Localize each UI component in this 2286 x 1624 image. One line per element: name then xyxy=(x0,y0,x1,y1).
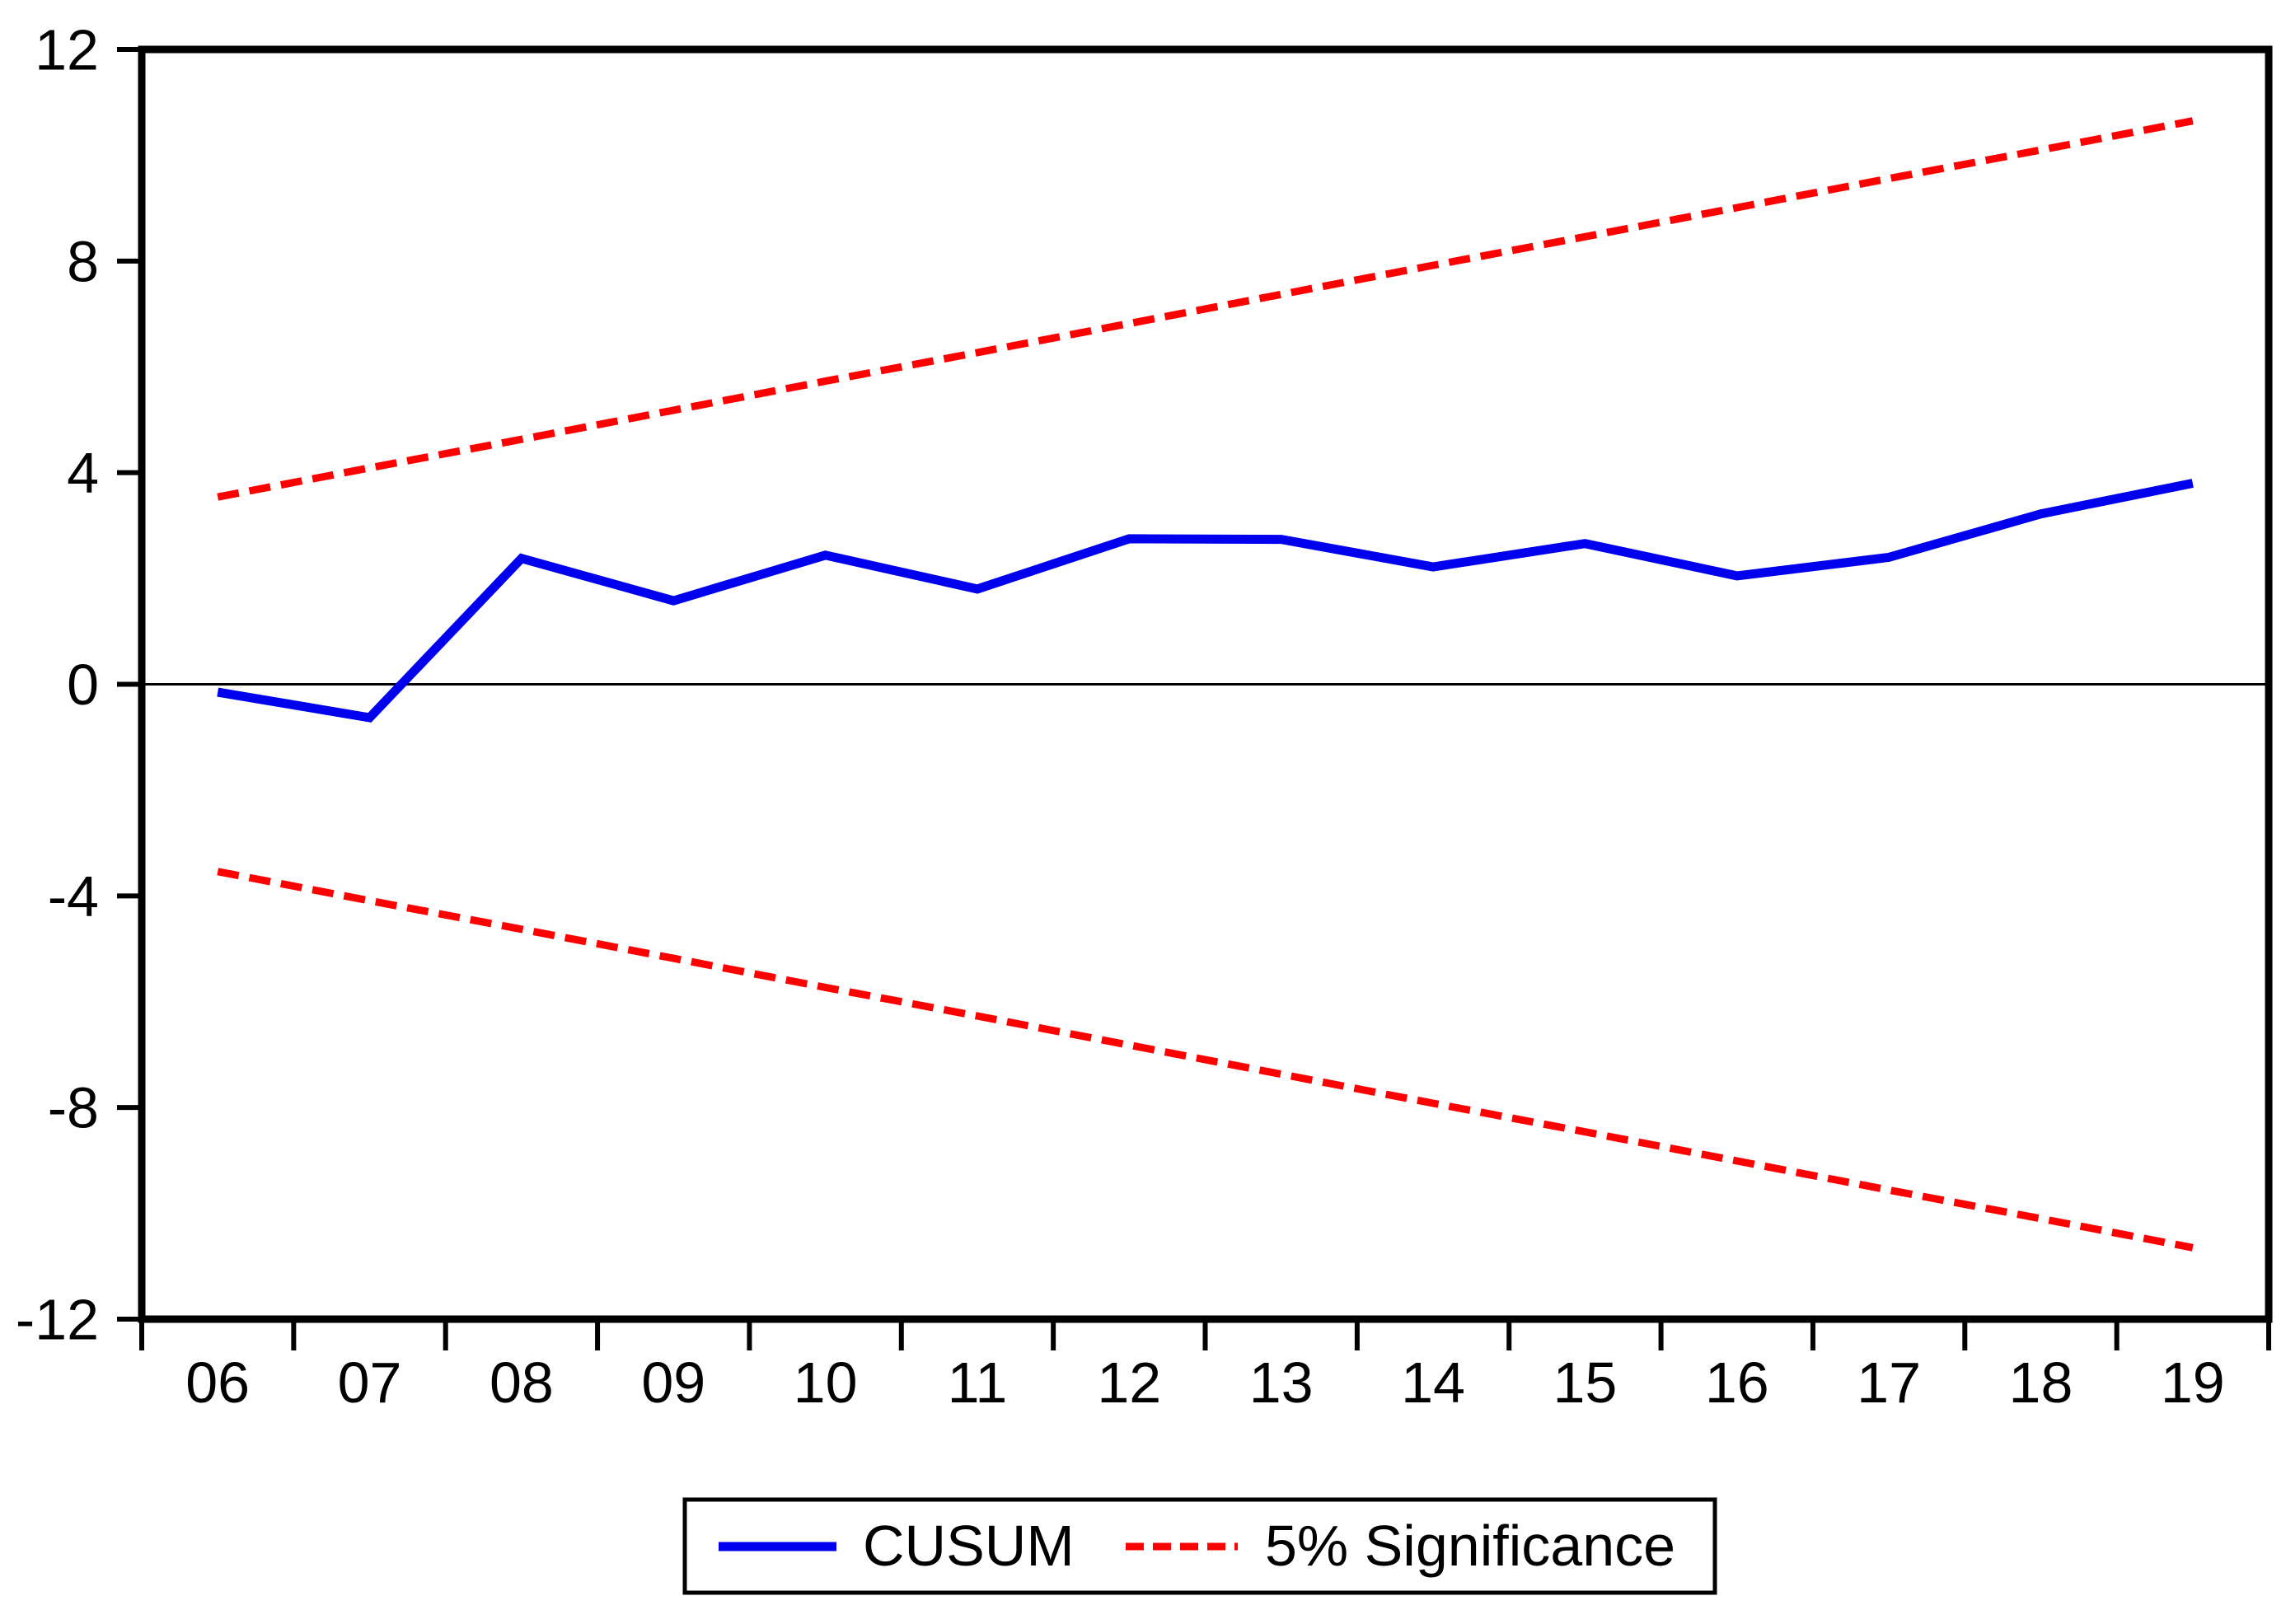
x-axis-tick-label: 18 xyxy=(2009,1350,2073,1415)
y-axis-tick-label: 12 xyxy=(35,18,99,82)
x-axis-tick-label: 07 xyxy=(338,1350,402,1415)
y-axis: -12 -8 -4 0 4 8 12 xyxy=(16,18,142,1352)
x-axis-tick-label: 14 xyxy=(1401,1350,1465,1415)
x-axis-tick-label: 13 xyxy=(1249,1350,1314,1415)
x-axis-tick-label: 11 xyxy=(948,1350,1008,1415)
x-axis-tick-label: 06 xyxy=(185,1350,250,1415)
legend-box xyxy=(682,1497,1717,1595)
upper-bound-line xyxy=(217,117,2194,501)
legend-cusum-label: CUSUM xyxy=(863,1514,1075,1578)
x-axis: 06 07 08 09 10 11 12 13 14 15 16 17 18 19 xyxy=(139,1319,2271,1415)
y-axis-tick-label: -4 xyxy=(48,864,99,929)
x-axis-tick-label: 19 xyxy=(2161,1350,2225,1415)
cusum-line xyxy=(217,479,2194,723)
lower-bound-line xyxy=(217,868,2194,1252)
y-axis-tick-label: -8 xyxy=(48,1076,99,1140)
x-axis-tick-label: 17 xyxy=(1857,1350,1921,1415)
x-axis-tick-label: 10 xyxy=(794,1350,858,1415)
x-axis-tick-label: 12 xyxy=(1097,1350,1161,1415)
y-axis-tick-label: -12 xyxy=(16,1288,99,1352)
legend-significance-label: 5% Significance xyxy=(1265,1514,1675,1578)
y-axis-tick-label: 8 xyxy=(67,229,99,293)
x-axis-tick-label: 09 xyxy=(641,1350,705,1415)
y-axis-tick-label: 0 xyxy=(67,653,99,717)
x-axis-tick-label: 16 xyxy=(1705,1350,1769,1415)
x-axis-tick-label: 15 xyxy=(1553,1350,1617,1415)
x-axis-tick-label: 08 xyxy=(490,1350,554,1415)
legend: CUSUM 5% Significance xyxy=(682,1497,1717,1595)
y-axis-tick-label: 4 xyxy=(67,441,99,505)
